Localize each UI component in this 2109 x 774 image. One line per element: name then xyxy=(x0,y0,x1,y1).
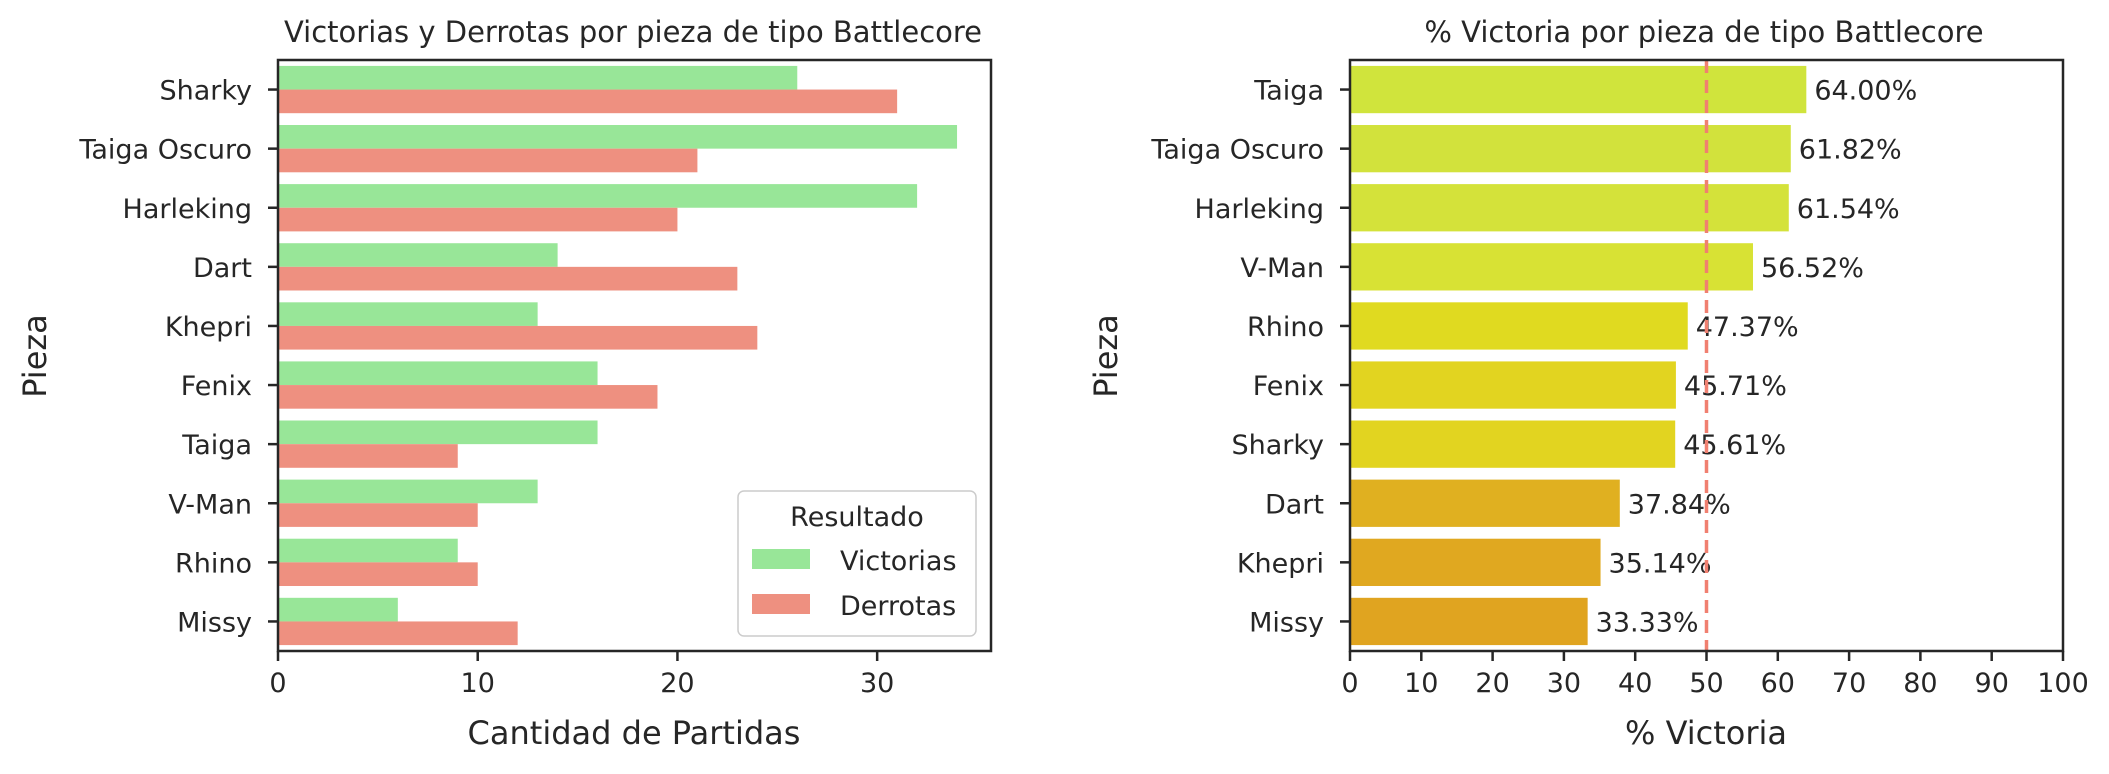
bar-victorias-fenix xyxy=(278,361,598,386)
left-x-tick-label: 30 xyxy=(860,668,894,699)
left-y-tick-label: Taiga Oscuro xyxy=(78,135,252,166)
bar-derrotas-harleking xyxy=(278,207,678,232)
right-x-tick-label: 90 xyxy=(1975,668,2009,699)
right-x-axis-label: % Victoria xyxy=(1625,714,1787,752)
bar-value-label-rhino: 47.37% xyxy=(1696,312,1799,343)
bar-value-label-missy: 33.33% xyxy=(1596,607,1699,638)
bar-victorias-sharky xyxy=(278,65,798,90)
bar-value-label-v-man: 56.52% xyxy=(1761,253,1864,284)
bar-victorias-khepri xyxy=(278,302,538,326)
bar-victoria-fenix xyxy=(1350,361,1676,409)
bar-victoria-khepri xyxy=(1350,538,1601,586)
right-x-tick-label: 50 xyxy=(1689,668,1723,699)
right-x-tick-label: 0 xyxy=(1341,668,1358,699)
bar-victorias-dart xyxy=(278,243,558,267)
bar-derrotas-dart xyxy=(278,266,738,291)
right-y-tick-label: Taiga Oscuro xyxy=(1150,135,1324,166)
right-y-tick-label: Missy xyxy=(1249,607,1324,638)
right-y-tick-label: Dart xyxy=(1265,489,1324,520)
bar-victorias-missy xyxy=(278,597,398,622)
chart-victorias-derrotas: Victorias y Derrotas por pieza de tipo B… xyxy=(16,15,993,752)
bar-derrotas-rhino xyxy=(278,562,478,586)
left-y-tick-label: Fenix xyxy=(181,371,252,402)
bar-derrotas-khepri xyxy=(278,325,758,350)
bar-value-label-taiga: 64.00% xyxy=(1814,76,1917,107)
right-x-tick-label: 20 xyxy=(1475,668,1509,699)
bar-value-label-sharky: 45.61% xyxy=(1683,430,1786,461)
right-y-tick-label: V-Man xyxy=(1240,253,1324,284)
left-y-tick-label: Dart xyxy=(193,253,252,284)
left-x-axis-label: Cantidad de Partidas xyxy=(468,714,801,752)
right-x-tick-label: 30 xyxy=(1547,668,1581,699)
left-x-tick-label: 0 xyxy=(269,668,286,699)
bar-value-label-harleking: 61.54% xyxy=(1797,194,1900,225)
left-y-axis-label: Pieza xyxy=(16,314,54,398)
bar-victorias-harleking xyxy=(278,184,918,208)
bar-victoria-v-man xyxy=(1350,243,1753,291)
bar-derrotas-taiga-oscuro xyxy=(278,148,698,173)
left-y-tick-label: Sharky xyxy=(159,76,252,107)
chart-porcentaje-victoria: % Victoria por pieza de tipo Battlecore … xyxy=(1087,15,2089,752)
legend-label-victorias: Victorias xyxy=(840,546,957,577)
left-y-tick-label: V-Man xyxy=(168,489,252,520)
right-y-tick-label: Rhino xyxy=(1247,312,1324,343)
right-y-tick-label: Khepri xyxy=(1237,548,1324,579)
bar-derrotas-missy xyxy=(278,621,518,646)
left-x-tick-label: 20 xyxy=(660,668,694,699)
right-plot-area: 64.00% Taiga 61.82% Taiga Oscuro 61.54% Harle… xyxy=(1150,60,2089,699)
right-x-tick-label: 70 xyxy=(1832,668,1866,699)
right-x-tick-label: 80 xyxy=(1903,668,1937,699)
bar-victoria-harleking xyxy=(1350,184,1789,232)
legend-title: Resultado xyxy=(790,502,924,533)
bar-value-label-khepri: 35.14% xyxy=(1609,548,1712,579)
left-y-tick-label: Rhino xyxy=(175,548,252,579)
right-x-tick-label: 10 xyxy=(1404,668,1438,699)
bar-victoria-sharky xyxy=(1350,420,1676,468)
right-plot-frame xyxy=(1348,58,2065,653)
left-plot-area: Sharky Taiga Oscuro Harleking Dart Khepri Fen… xyxy=(78,65,958,699)
left-y-tick-label: Missy xyxy=(177,607,252,638)
bar-victorias-v-man xyxy=(278,479,538,504)
right-y-tick-label: Fenix xyxy=(1253,371,1324,402)
legend-label-derrotas: Derrotas xyxy=(840,591,956,622)
bar-victoria-missy xyxy=(1350,597,1588,646)
right-x-tick-label: 100 xyxy=(2037,668,2089,699)
left-x-tick-label: 10 xyxy=(461,668,495,699)
bar-derrotas-taiga xyxy=(278,444,458,468)
bar-derrotas-v-man xyxy=(278,503,478,527)
bar-value-label-taiga-oscuro: 61.82% xyxy=(1799,135,1902,166)
right-y-tick-label: Harleking xyxy=(1195,194,1324,225)
bar-value-label-dart: 37.84% xyxy=(1628,489,1731,520)
right-y-tick-label: Sharky xyxy=(1231,430,1324,461)
right-y-axis-label: Pieza xyxy=(1087,314,1125,398)
bar-victorias-rhino xyxy=(278,538,458,563)
right-chart-title: % Victoria por pieza de tipo Battlecore xyxy=(1424,15,1983,49)
bar-victorias-taiga xyxy=(278,420,598,445)
bar-value-label-fenix: 45.71% xyxy=(1684,371,1787,402)
bar-derrotas-sharky xyxy=(278,89,898,114)
bar-victorias-taiga-oscuro xyxy=(278,125,958,149)
left-y-tick-label: Taiga xyxy=(181,430,252,461)
left-y-tick-label: Harleking xyxy=(123,194,252,225)
right-y-tick-label: Taiga xyxy=(1253,76,1324,107)
legend-swatch-victorias xyxy=(752,549,810,569)
bar-victoria-taiga xyxy=(1350,65,1807,114)
bar-derrotas-fenix xyxy=(278,385,658,409)
bar-victoria-taiga-oscuro xyxy=(1350,125,1791,173)
legend-swatch-derrotas xyxy=(752,594,810,614)
left-y-tick-label: Khepri xyxy=(165,312,252,343)
right-x-tick-label: 40 xyxy=(1618,668,1652,699)
left-chart-title: Victorias y Derrotas por pieza de tipo B… xyxy=(284,15,982,49)
legend: Resultado Victorias Derrotas xyxy=(737,490,977,637)
left-plot-frame xyxy=(276,58,993,653)
bar-victoria-dart xyxy=(1350,479,1620,527)
bar-victoria-rhino xyxy=(1350,302,1688,350)
right-x-tick-label: 60 xyxy=(1761,668,1795,699)
